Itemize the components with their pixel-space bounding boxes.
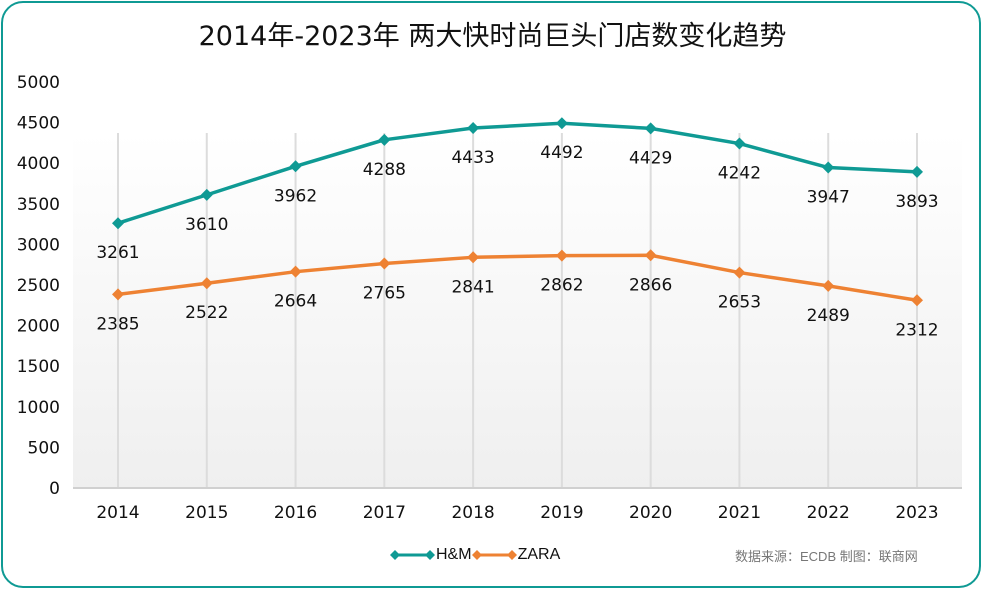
data-label: 2522 <box>185 303 228 323</box>
data-point-marker[interactable] <box>733 137 746 150</box>
data-label: 3893 <box>895 192 938 212</box>
data-point-marker[interactable] <box>112 288 124 301</box>
data-label: 4433 <box>451 148 494 168</box>
data-label: 3261 <box>96 243 139 263</box>
data-label: 4492 <box>540 143 583 163</box>
plot-area <box>73 133 962 488</box>
data-label: 2862 <box>540 276 583 296</box>
data-point-marker[interactable] <box>555 249 568 262</box>
data-point-marker[interactable] <box>467 251 480 264</box>
data-point-marker[interactable] <box>378 257 391 270</box>
data-point-marker[interactable] <box>644 122 657 135</box>
legend-swatch-hm <box>390 550 435 560</box>
legend-label-zara: ZARA <box>517 546 561 563</box>
data-point-marker[interactable] <box>644 249 657 262</box>
legend-item-zara[interactable]: ZARA <box>471 546 561 564</box>
data-label: 2664 <box>274 292 317 312</box>
legend-label-hm: H&M <box>436 546 472 563</box>
data-point-marker[interactable] <box>289 160 302 173</box>
source-note: 数据来源：ECDB 制图：联商网 <box>735 549 918 564</box>
y-tick-label: 1000 <box>17 398 60 418</box>
y-tick-label: 2000 <box>17 317 60 337</box>
data-label: 3947 <box>807 188 850 208</box>
chart-title: 2014年-2023年 两大快时尚巨头门店数变化趋势 <box>198 21 787 52</box>
data-point-marker[interactable] <box>822 279 835 292</box>
data-label: 2653 <box>718 293 761 313</box>
x-tick-label: 2023 <box>895 503 938 523</box>
data-point-marker[interactable] <box>200 277 213 290</box>
x-tick-label: 2015 <box>185 503 228 523</box>
data-point-marker[interactable] <box>467 122 480 135</box>
data-point-marker[interactable] <box>911 294 923 307</box>
data-label: 4288 <box>363 160 406 180</box>
y-tick-label: 3000 <box>17 235 60 255</box>
y-tick-label: 500 <box>28 438 60 458</box>
legend-item-hm[interactable]: H&M <box>390 546 472 564</box>
series-line-hm <box>117 121 918 225</box>
data-point-marker[interactable] <box>378 133 391 146</box>
x-tick-label: 2020 <box>629 503 672 523</box>
series-line-zara <box>117 253 918 302</box>
data-label: 2489 <box>807 306 850 326</box>
data-point-marker[interactable] <box>911 165 923 178</box>
data-point-marker[interactable] <box>822 161 835 174</box>
data-point-marker[interactable] <box>555 117 568 130</box>
data-label: 2841 <box>451 277 494 297</box>
legend-swatch-zara <box>471 550 517 560</box>
data-label: 2765 <box>363 283 406 303</box>
data-label: 2385 <box>96 314 139 334</box>
data-label: 3610 <box>185 215 228 235</box>
x-tick-label: 2017 <box>363 503 406 523</box>
y-tick-label: 1500 <box>17 357 60 377</box>
data-label: 4429 <box>629 148 672 168</box>
data-label: 2312 <box>895 320 938 340</box>
legend: H&M ZARA <box>390 546 560 564</box>
data-label: 4242 <box>718 164 761 184</box>
data-label: 3962 <box>274 186 317 206</box>
y-tick-label: 5000 <box>17 73 60 93</box>
data-point-marker[interactable] <box>112 217 124 230</box>
data-label: 2866 <box>629 275 672 295</box>
x-tick-label: 2016 <box>274 503 317 523</box>
data-point-marker[interactable] <box>289 265 302 278</box>
y-tick-label: 3500 <box>17 195 60 215</box>
x-tick-label: 2018 <box>451 503 494 523</box>
data-point-marker[interactable] <box>733 266 746 279</box>
y-tick-label: 2500 <box>17 276 60 296</box>
x-tick-label: 2014 <box>96 503 139 523</box>
y-tick-label: 4500 <box>17 114 60 134</box>
data-point-marker[interactable] <box>200 188 213 201</box>
x-tick-label: 2022 <box>807 503 850 523</box>
y-tick-label: 0 <box>49 479 60 499</box>
y-tick-label: 4000 <box>17 154 60 174</box>
x-tick-label: 2021 <box>718 503 761 523</box>
x-tick-label: 2019 <box>540 503 583 523</box>
